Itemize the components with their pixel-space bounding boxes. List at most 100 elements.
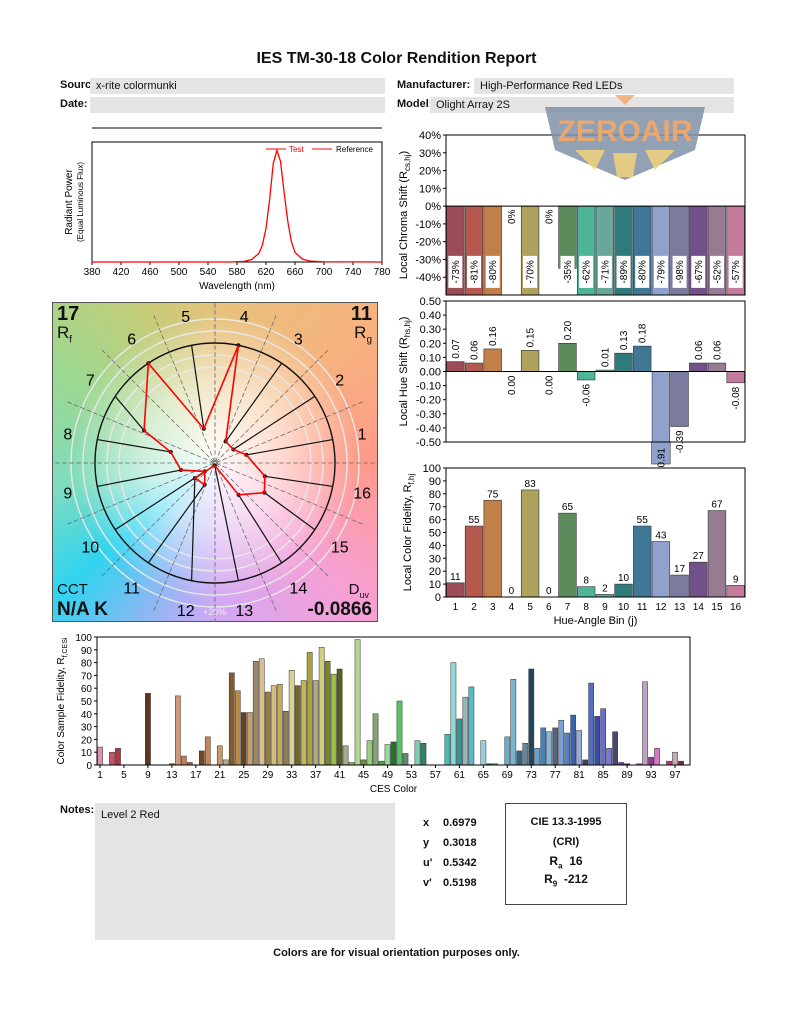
y-tick-label: -20% <box>415 237 441 249</box>
bar-ces-32 <box>282 710 289 766</box>
x-tick-label: 460 <box>142 267 159 278</box>
y-label: y <box>423 837 430 849</box>
bar-bin-1 <box>446 361 465 372</box>
vector-arrow-bin-12 <box>190 478 196 581</box>
bar-ces-15 <box>181 755 187 766</box>
y-tick-label: 30 <box>429 553 441 565</box>
bar-ces-82 <box>582 759 589 766</box>
y-axis-title-sub: hs,hj <box>403 320 412 337</box>
data-label: 0 <box>546 586 552 597</box>
data-label: 83 <box>525 479 537 490</box>
plot-frame <box>445 300 746 443</box>
bar-bin-10 <box>614 583 633 598</box>
test-gamut-polygon <box>143 344 266 496</box>
bin-number-label: 11 <box>123 581 140 598</box>
ra-value: 16 <box>569 854 583 868</box>
x-tick-label: 8 <box>583 602 589 613</box>
bar-ces-29 <box>264 691 271 766</box>
ring-label: +20% <box>203 607 227 617</box>
bar-ces-98 <box>678 760 684 766</box>
data-label: 0% <box>507 209 518 224</box>
bar-ces-59 <box>444 734 451 766</box>
y-tick-label: 100 <box>423 463 441 475</box>
bar-ces-47 <box>372 713 379 766</box>
bin-number-label: 13 <box>235 603 253 620</box>
bin-number-label: 9 <box>63 485 72 502</box>
bar-ces-37 <box>312 680 319 766</box>
y-axis-title-text: Local Chroma Shift (R <box>398 171 410 279</box>
x-tick-label: 740 <box>345 267 362 278</box>
bar-ces-75 <box>540 727 547 766</box>
bar-ces-86 <box>606 748 612 766</box>
x-tick-label: 380 <box>84 267 101 278</box>
bin-boundary-line <box>67 401 363 525</box>
bar-ces-24 <box>234 690 241 766</box>
x-axis-title: Hue-Angle Bin (j) <box>554 615 638 627</box>
hue-shift-chart: 0.50 0.40 0.30 0.20 0.10 0.00 -0.10 -0.20 -0.30 -… <box>398 296 746 467</box>
bar-bin-1 <box>446 582 465 598</box>
ra-label: R <box>549 854 559 868</box>
bar-ces-30 <box>270 685 277 766</box>
y-tick-label: 20 <box>81 735 93 746</box>
bin-boundary-line <box>101 349 329 577</box>
bar-bin-7 <box>558 342 577 372</box>
bar-ces-23 <box>228 672 235 766</box>
data-label: 0% <box>544 209 555 224</box>
data-label: 0.06 <box>470 340 481 360</box>
bar-ces-42 <box>342 745 349 766</box>
y-axis-title-text: Local Hue Shift (R <box>398 337 410 426</box>
x-tick-label: 13 <box>166 770 178 781</box>
x-tick-label: 660 <box>287 267 304 278</box>
vector-arrow-bin-5 <box>190 345 205 429</box>
bar-ces-19 <box>204 736 211 766</box>
bar-bin-15 <box>707 510 727 598</box>
data-label: -35% <box>563 260 574 283</box>
x-tick-label: 29 <box>262 770 274 781</box>
bar-bin-10 <box>614 352 633 372</box>
x-tick-label: 73 <box>526 770 538 781</box>
x-tick-label: 15 <box>711 602 723 613</box>
bar-ces-35 <box>300 680 307 766</box>
chromaticity-u: u' 0.5342 <box>423 857 477 877</box>
y-axis-title-sub: f,hj <box>407 474 416 485</box>
data-label: 0.13 <box>619 330 630 350</box>
bin-number-label: 4 <box>240 309 249 326</box>
data-label: 0.16 <box>488 326 499 346</box>
vector-arrow-bin-9 <box>97 469 182 487</box>
data-label: 0.06 <box>694 340 705 360</box>
data-label: -71% <box>600 260 611 283</box>
bar-bin-8 <box>577 586 596 598</box>
bar-bin-13 <box>670 371 689 427</box>
plot-frame <box>91 141 383 263</box>
bar-bin-12 <box>651 541 671 598</box>
bar-ces-18 <box>198 750 205 766</box>
y-tick-label: 50 <box>81 697 93 708</box>
x-tick-label: 61 <box>454 770 466 781</box>
bar-ces-80 <box>570 714 577 766</box>
data-label: 0.00 <box>507 375 518 395</box>
y-tick-label: 80 <box>429 489 441 501</box>
x-tick-label: 89 <box>622 770 634 781</box>
bin-boundary-line <box>101 349 329 577</box>
y-tick-label: 0.00 <box>420 367 441 379</box>
footer-note: Colors are for visual orientation purpos… <box>273 947 520 959</box>
vector-arrow-bin-13 <box>214 465 239 581</box>
y-tick-label: 0.50 <box>420 296 441 308</box>
x-tick-label: 37 <box>310 770 322 781</box>
bin-number-label: 14 <box>289 581 307 598</box>
y-tick-label: 100 <box>75 633 92 644</box>
bar-ces-31 <box>276 684 283 766</box>
x-tick-label: 49 <box>382 770 394 781</box>
bin-number-label: 7 <box>86 373 95 390</box>
x-tick-label: 3 <box>490 602 496 613</box>
data-label: -98% <box>675 260 686 283</box>
zeroair-logo: ZEROAIR <box>545 95 705 180</box>
y-tick-label: 70 <box>81 671 93 682</box>
cri-title: CIE 13.3-1995 <box>530 816 602 828</box>
legend-reference-label: Reference <box>336 145 373 154</box>
spectrum-chart: 380 420 460 500 540 580 620 660 700 740 780 Wavelen… <box>64 127 391 292</box>
duv-label-text: D <box>348 581 360 598</box>
bin-boundary-line <box>153 315 277 611</box>
u-value: 0.5342 <box>443 857 477 869</box>
bar-bin-11 <box>633 525 652 598</box>
